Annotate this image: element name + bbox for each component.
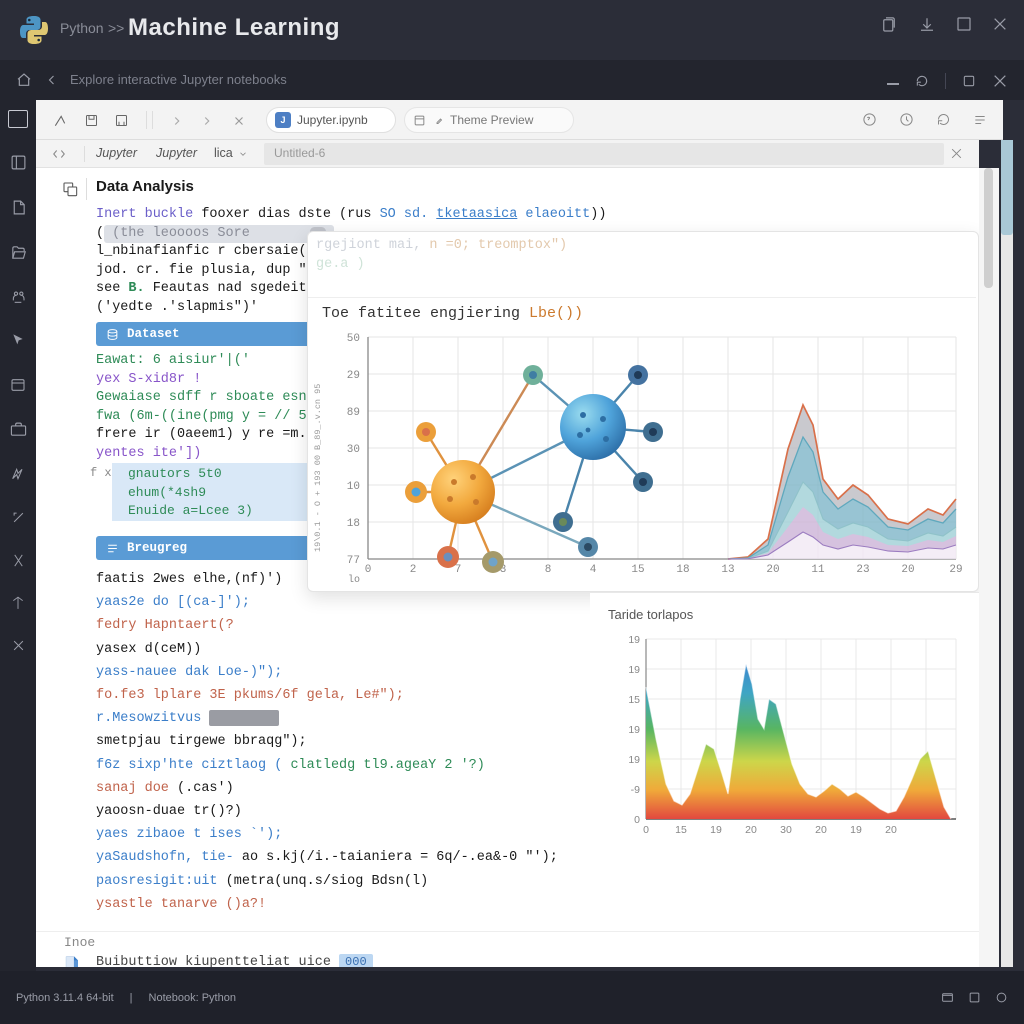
svg-text:19: 19 bbox=[710, 824, 722, 836]
svg-text:18: 18 bbox=[676, 564, 689, 576]
svg-text:19: 19 bbox=[628, 634, 640, 646]
svg-text:20: 20 bbox=[901, 564, 914, 576]
svg-text:20: 20 bbox=[885, 824, 897, 836]
svg-text:29: 29 bbox=[949, 564, 962, 576]
svg-text:15: 15 bbox=[675, 824, 687, 836]
svg-text:lo: lo bbox=[348, 574, 360, 586]
svg-text:0: 0 bbox=[634, 814, 640, 826]
svg-text:0: 0 bbox=[643, 824, 649, 836]
svg-text:4: 4 bbox=[590, 564, 597, 576]
svg-text:19: 19 bbox=[628, 754, 640, 766]
svg-text:19: 19 bbox=[850, 824, 862, 836]
svg-text:89: 89 bbox=[347, 407, 360, 419]
svg-text:77: 77 bbox=[347, 555, 360, 567]
svg-text:50: 50 bbox=[347, 333, 360, 345]
svg-text:20: 20 bbox=[745, 824, 757, 836]
svg-text:8: 8 bbox=[545, 564, 552, 576]
svg-text:18: 18 bbox=[347, 518, 360, 530]
svg-text:2: 2 bbox=[410, 564, 417, 576]
svg-text:20: 20 bbox=[815, 824, 827, 836]
svg-text:10: 10 bbox=[347, 481, 360, 493]
svg-text:15: 15 bbox=[631, 564, 644, 576]
svg-text:19\0.1 - O + 193 00 B_89_.v.cn: 19\0.1 - O + 193 00 B_89_.v.cn 95 bbox=[313, 384, 323, 552]
svg-text:15: 15 bbox=[628, 694, 640, 706]
svg-text:23: 23 bbox=[856, 564, 869, 576]
svg-text:7: 7 bbox=[455, 564, 462, 576]
svg-text:13: 13 bbox=[721, 564, 734, 576]
svg-text:30: 30 bbox=[347, 444, 360, 456]
svg-text:11: 11 bbox=[811, 564, 825, 576]
svg-text:19: 19 bbox=[628, 724, 640, 736]
svg-text:19: 19 bbox=[628, 664, 640, 676]
svg-text:29: 29 bbox=[347, 370, 360, 382]
svg-text:-9: -9 bbox=[631, 784, 640, 796]
svg-text:30: 30 bbox=[780, 824, 792, 836]
svg-text:0: 0 bbox=[365, 564, 372, 576]
svg-text:20: 20 bbox=[766, 564, 779, 576]
